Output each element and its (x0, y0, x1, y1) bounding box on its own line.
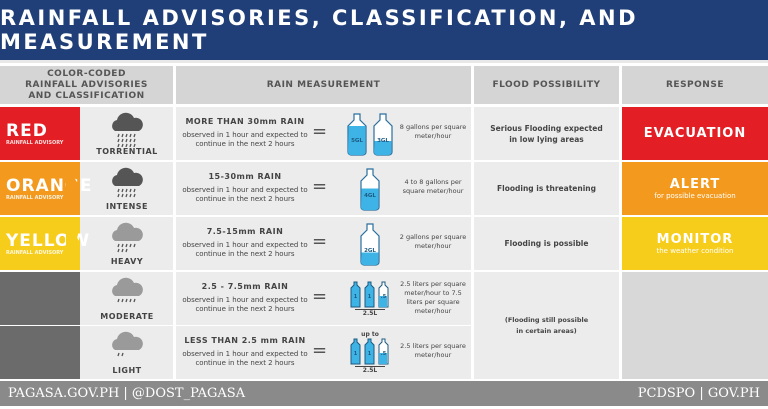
jug-label: 4GL (364, 193, 376, 199)
advisory-sub: RAINFALL ADVISORY (6, 249, 64, 256)
rain-amount: MORE THAN 30mm RAIN (185, 117, 305, 126)
rain-cloud-icon (112, 112, 143, 147)
page-title: RAINFALL ADVISORIES, CLASSIFICATION, AND… (0, 0, 768, 63)
rain-cloud-icon (112, 167, 143, 198)
advisory-arrow (66, 217, 80, 269)
svg-text:1: 1 (354, 294, 358, 300)
rain-amount: LESS THAN 2.5 mm RAIN (184, 336, 306, 345)
volume-text: 8 gallons per square meter/hour (399, 123, 467, 140)
volume-text: 2.5 liters per square meter/hour (400, 342, 466, 359)
water-jug-icon: 5GL (347, 112, 367, 156)
response-label: MONITOR (656, 232, 734, 247)
response-label: EVACUATION (643, 126, 747, 141)
header-measurement: RAIN MEASUREMENT (176, 66, 471, 104)
water-jug-icon: 4GL (360, 167, 380, 211)
advisory-arrow (66, 162, 80, 214)
advisory-arrow (66, 326, 80, 378)
equals-sign: = (312, 340, 328, 361)
advisory-name: RED (6, 120, 48, 141)
rain-amount: 2.5 - 7.5mm RAIN (201, 282, 289, 291)
equals-sign: = (312, 286, 328, 307)
rain-detail: observed in 1 hour and expected to conti… (182, 131, 308, 148)
intensity-label: MODERATE (100, 312, 154, 321)
response-sub: for possible evacuation (654, 192, 736, 200)
flood-cell: Serious Flooding expected in low lying a… (474, 107, 619, 160)
flood-text: Flooding is possible (504, 239, 589, 248)
rain-measurement: LESS THAN 2.5 mm RAIN observed in 1 hour … (180, 336, 310, 368)
jug-label: 2GL (364, 248, 376, 254)
equals-sign: = (312, 231, 328, 252)
volume-visual: 2GL (340, 220, 400, 267)
intensity: MODERATE (92, 276, 162, 321)
intensity-label: HEAVY (110, 257, 144, 266)
volume-text: 2 gallons per square meter/hour (399, 233, 467, 250)
response-label: ALERT (669, 177, 721, 192)
response-empty (622, 272, 768, 379)
intensity: LIGHT (92, 330, 162, 375)
water-jug-icon: 3GL (373, 112, 393, 156)
response-cell: ALERT for possible evacuation (622, 162, 768, 215)
flood-shared: (Flooding still possible in certain area… (474, 272, 619, 379)
rain-detail: observed in 1 hour and expected to conti… (182, 350, 308, 367)
equals-sign: = (312, 176, 328, 197)
measurement-cell (176, 217, 471, 270)
volume-visual: 1 1.5 2.5L (340, 275, 400, 322)
measurement-cell (176, 272, 471, 325)
rain-measurement: 2.5 - 7.5mm RAIN observed in 1 hour and e… (180, 282, 310, 314)
rain-cloud-icon (112, 331, 143, 357)
header-response: RESPONSE (622, 66, 768, 104)
water-bottles-icon: 1 1.5 (350, 281, 389, 307)
measurement-cell (176, 107, 471, 160)
rain-detail: observed in 1 hour and expected to conti… (182, 241, 308, 258)
svg-text:1: 1 (368, 351, 372, 357)
intensity-label: LIGHT (112, 366, 142, 375)
volume-visual: up to 1 1.5 2.5L (340, 329, 400, 376)
measurement-cell (176, 162, 471, 215)
svg-text:.5: .5 (381, 294, 387, 300)
intensity-label: TORRENTIAL (96, 147, 158, 156)
rain-detail: observed in 1 hour and expected to conti… (182, 296, 308, 313)
flood-cell: Flooding is threatening (474, 162, 619, 215)
volume-visual: 5GL 3GL (340, 110, 400, 157)
response-cell: EVACUATION (622, 107, 768, 160)
header-classification: COLOR-CODED RAINFALL ADVISORIES AND CLAS… (0, 66, 173, 104)
measurement-cell (176, 326, 471, 379)
rain-measurement: 7.5-15mm RAIN observed in 1 hour and expe… (180, 227, 310, 259)
flood-text: Serious Flooding expected in low lying a… (490, 123, 603, 144)
response-sub: the weather condition (656, 247, 734, 255)
footer-right[interactable]: PCDSPO | GOV.PH (637, 386, 760, 401)
rain-cloud-icon (112, 277, 143, 303)
jug-label: 5GL (351, 138, 363, 144)
volume-text: 2.5 liters per square meter/hour to 7.5 … (400, 280, 466, 315)
intensity: HEAVY (92, 221, 162, 266)
intensity: INTENSE (92, 166, 162, 211)
rain-amount: 15-30mm RAIN (208, 172, 282, 181)
flood-cell: Flooding is possible (474, 217, 619, 270)
rain-cloud-icon (112, 222, 143, 253)
advisory-arrow (66, 107, 80, 159)
svg-text:.5: .5 (381, 351, 387, 357)
water-bottles-icon: 1 1.5 (350, 338, 389, 365)
equals-sign: = (312, 121, 328, 142)
svg-text:1: 1 (354, 351, 358, 357)
rain-measurement: 15-30mm RAIN observed in 1 hour and expec… (180, 172, 310, 204)
advisory-sub: RAINFALL ADVISORY (6, 139, 64, 146)
intensity: TORRENTIAL (92, 111, 162, 156)
jug-label: 3GL (377, 138, 389, 144)
flood-text: Flooding is threatening (497, 184, 596, 193)
volume-text: 4 to 8 gallons per square meter/hour (402, 178, 464, 195)
footer: PAGASA.GOV.PH | @DOST_PAGASA PCDSPO | GO… (0, 381, 768, 406)
svg-text:1: 1 (368, 294, 372, 300)
footer-left[interactable]: PAGASA.GOV.PH | @DOST_PAGASA (8, 386, 246, 401)
rain-detail: observed in 1 hour and expected to conti… (182, 186, 308, 203)
rain-amount: 7.5-15mm RAIN (206, 227, 284, 236)
rain-measurement: MORE THAN 30mm RAIN observed in 1 hour an… (180, 117, 310, 149)
advisory-arrow (66, 272, 80, 324)
volume-visual: 4GL (340, 165, 400, 212)
header-flood: FLOOD POSSIBILITY (474, 66, 619, 104)
water-jug-icon: 2GL (360, 222, 380, 266)
advisory-sub: RAINFALL ADVISORY (6, 194, 64, 201)
intensity-label: INTENSE (105, 202, 148, 211)
response-cell: MONITOR the weather condition (622, 217, 768, 270)
